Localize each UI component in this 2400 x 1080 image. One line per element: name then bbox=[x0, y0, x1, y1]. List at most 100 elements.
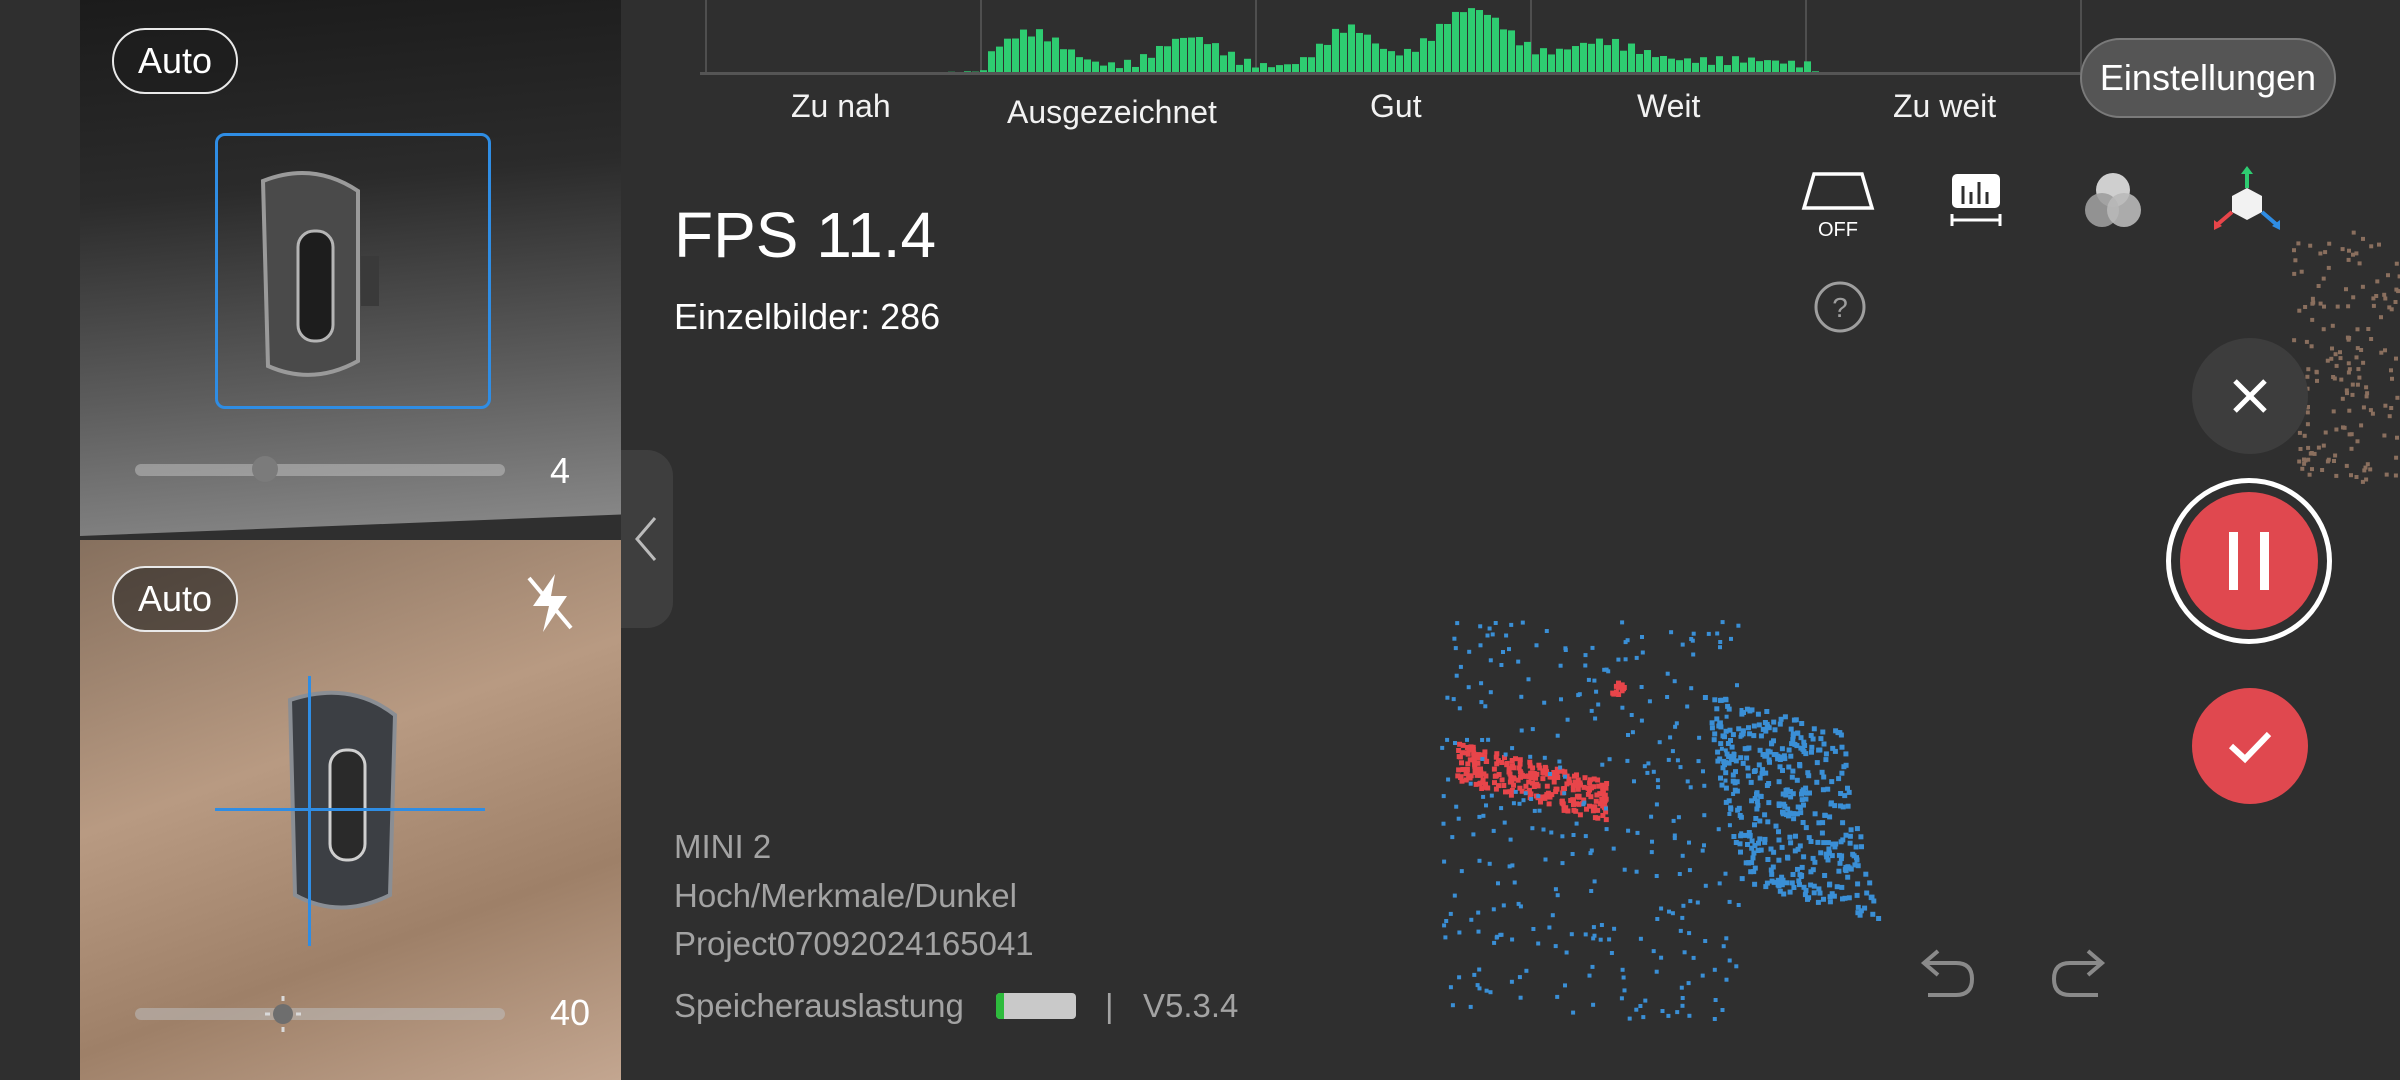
point-cloud-point bbox=[1532, 808, 1537, 813]
camera-preview-bottom[interactable]: Auto 40 bbox=[80, 540, 621, 1080]
redo-icon[interactable] bbox=[2048, 943, 2108, 999]
point-cloud-point bbox=[2333, 352, 2338, 357]
exposure-slider-knob[interactable] bbox=[251, 456, 278, 482]
point-cloud-point bbox=[1726, 706, 1732, 712]
flash-off-icon[interactable] bbox=[525, 572, 575, 634]
camera-preview-top[interactable]: Auto 4 bbox=[80, 0, 621, 536]
point-cloud-point bbox=[1545, 790, 1551, 796]
point-cloud-point bbox=[1743, 860, 1749, 866]
point-cloud-point bbox=[1817, 890, 1823, 896]
point-cloud-point bbox=[1832, 844, 1838, 850]
histogram-bar bbox=[1476, 10, 1483, 74]
point-cloud-point bbox=[1583, 932, 1588, 937]
point-cloud-point bbox=[1472, 770, 1478, 775]
close-button[interactable] bbox=[2192, 338, 2308, 454]
point-cloud-point bbox=[2308, 243, 2313, 248]
confirm-button[interactable] bbox=[2192, 688, 2308, 804]
point-cloud-point bbox=[1815, 839, 1821, 845]
brightness-slider-track[interactable] bbox=[135, 1008, 505, 1020]
point-cloud-point bbox=[1499, 806, 1504, 811]
point-cloud-point bbox=[2323, 430, 2328, 435]
axes-cube-icon[interactable] bbox=[2212, 166, 2282, 232]
point-cloud-point bbox=[1563, 774, 1567, 779]
settings-button[interactable]: Einstellungen bbox=[2080, 38, 2336, 118]
point-cloud-point bbox=[1468, 781, 1473, 786]
point-cloud-point bbox=[1594, 689, 1599, 694]
point-cloud-point bbox=[1561, 807, 1567, 813]
point-cloud-point bbox=[2307, 472, 2312, 477]
point-cloud-point bbox=[1779, 844, 1785, 850]
point-cloud-point bbox=[1468, 1004, 1473, 1009]
exposure-slider-track[interactable] bbox=[135, 464, 505, 476]
point-cloud-point bbox=[1452, 636, 1457, 641]
histogram-baseline bbox=[700, 72, 2160, 75]
point-cloud-point bbox=[1513, 756, 1518, 762]
point-cloud-point bbox=[1797, 882, 1802, 888]
point-cloud-point bbox=[1611, 846, 1616, 851]
point-cloud-point bbox=[1551, 770, 1557, 775]
point-cloud-point bbox=[2387, 414, 2392, 419]
point-cloud-view[interactable] bbox=[1400, 580, 1920, 1050]
point-cloud-point bbox=[1595, 815, 1601, 821]
point-cloud-point bbox=[1790, 811, 1796, 817]
point-cloud-point bbox=[1751, 723, 1757, 729]
histogram-bar bbox=[1012, 38, 1019, 74]
point-cloud-point bbox=[1639, 718, 1644, 723]
point-cloud-point bbox=[1575, 786, 1581, 792]
point-cloud-point bbox=[1679, 985, 1684, 990]
point-cloud-point bbox=[1592, 879, 1597, 884]
ruler-icon[interactable] bbox=[1950, 172, 2002, 226]
point-cloud-point bbox=[1803, 796, 1809, 802]
point-cloud-point bbox=[1837, 860, 1843, 866]
brightness-auto-button[interactable]: Auto bbox=[112, 566, 239, 632]
brightness-slider-knob[interactable] bbox=[263, 994, 303, 1039]
point-cloud-point bbox=[1463, 777, 1469, 783]
histogram-bar bbox=[1796, 67, 1803, 74]
point-cloud-point bbox=[1680, 853, 1685, 858]
point-cloud-point bbox=[1659, 906, 1664, 911]
point-cloud-point bbox=[1574, 782, 1580, 788]
point-cloud-point bbox=[1506, 765, 1512, 771]
collapse-panel-tab[interactable] bbox=[621, 450, 673, 628]
point-cloud-point bbox=[1654, 874, 1659, 878]
point-cloud-point bbox=[2339, 377, 2344, 382]
exposure-auto-button[interactable]: Auto bbox=[112, 28, 239, 94]
point-cloud-point bbox=[1715, 749, 1721, 755]
point-cloud-point bbox=[2330, 346, 2334, 351]
question-icon[interactable]: ? bbox=[1813, 280, 1867, 334]
trapezoid-toggle[interactable]: OFF bbox=[1800, 170, 1876, 242]
point-cloud-point bbox=[1623, 640, 1628, 645]
point-cloud-point bbox=[2351, 230, 2356, 235]
point-cloud-point bbox=[1596, 783, 1602, 789]
point-cloud-point bbox=[1622, 867, 1627, 872]
point-cloud-point bbox=[2389, 307, 2394, 312]
point-cloud-point bbox=[1488, 690, 1493, 695]
point-cloud-point bbox=[1867, 880, 1873, 886]
point-cloud-point bbox=[1717, 881, 1722, 886]
point-cloud-point bbox=[1588, 851, 1593, 856]
point-cloud-point bbox=[1724, 714, 1729, 719]
point-cloud-point bbox=[2321, 327, 2326, 332]
histogram-bar bbox=[1492, 17, 1499, 74]
point-cloud-point bbox=[1440, 745, 1445, 750]
point-cloud-point bbox=[1516, 901, 1521, 906]
histogram-bar bbox=[1692, 62, 1699, 74]
point-cloud-point bbox=[1517, 785, 1523, 791]
point-cloud-point bbox=[1766, 800, 1772, 806]
point-cloud-point bbox=[1777, 764, 1783, 770]
point-cloud-point bbox=[1838, 791, 1844, 796]
undo-icon[interactable] bbox=[1918, 943, 1978, 999]
pause-icon bbox=[2229, 532, 2269, 590]
histogram-bar bbox=[1620, 50, 1627, 74]
point-cloud-point bbox=[2390, 376, 2394, 381]
point-cloud-point bbox=[1650, 839, 1654, 844]
point-cloud-point bbox=[2346, 257, 2351, 262]
point-cloud-point bbox=[1504, 633, 1509, 638]
point-cloud-point bbox=[2303, 305, 2308, 309]
pause-button[interactable] bbox=[2166, 478, 2332, 644]
color-mix-icon[interactable] bbox=[2082, 170, 2144, 232]
point-cloud-point bbox=[1783, 792, 1789, 798]
point-cloud-point bbox=[1645, 770, 1650, 775]
histogram-bar bbox=[1740, 62, 1747, 74]
point-cloud-point bbox=[1555, 893, 1560, 898]
